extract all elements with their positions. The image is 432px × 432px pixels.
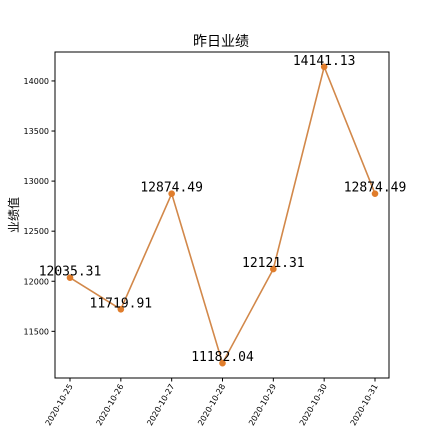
- data-label: 12035.31: [39, 265, 102, 280]
- y-tick-label: 11500: [24, 327, 49, 336]
- x-tick-label: 2020-10-28: [196, 383, 227, 428]
- plot-frame: [54, 51, 390, 379]
- data-point: [320, 63, 328, 71]
- data-label: 12874.49: [140, 181, 203, 196]
- data-label: 11719.91: [90, 296, 153, 311]
- data-point: [270, 265, 277, 273]
- axes: 11500 12000 12500 13000 13500 14000 2020-10-25…: [24, 51, 390, 428]
- y-tick-label: 13500: [24, 127, 49, 136]
- y-tick-label: 12500: [24, 227, 49, 236]
- x-tick-label: 2020-10-30: [298, 383, 329, 428]
- data-point: [168, 190, 175, 197]
- series-line: [66, 63, 379, 367]
- x-tick-label: 2020-10-31: [349, 383, 380, 428]
- x-tick-label: 2020-10-25: [44, 383, 75, 428]
- data-label: 11182.04: [191, 350, 254, 365]
- data-label: 14141.13: [293, 54, 356, 69]
- data-point: [219, 359, 226, 367]
- x-tick-label: 2020-10-29: [247, 383, 278, 428]
- data-labels: 12035.31 11719.91 12874.49 11182.04 12121.31…: [39, 54, 407, 365]
- data-label: 12121.31: [242, 256, 305, 271]
- series-polyline: [69, 64, 376, 366]
- y-tick-label: 12000: [24, 277, 49, 286]
- data-point: [66, 274, 74, 282]
- x-tick-label: 2020-10-27: [145, 383, 176, 428]
- y-axis-label: 业绩值: [6, 197, 21, 233]
- data-label: 12874.49: [344, 181, 407, 196]
- data-point: [371, 190, 379, 197]
- y-tick-label: 14000: [24, 77, 49, 86]
- chart-title: 昨日业绩: [193, 34, 249, 50]
- x-tick-label: 2020-10-26: [95, 383, 126, 428]
- data-point: [117, 306, 125, 313]
- y-tick-label: 13000: [24, 177, 49, 186]
